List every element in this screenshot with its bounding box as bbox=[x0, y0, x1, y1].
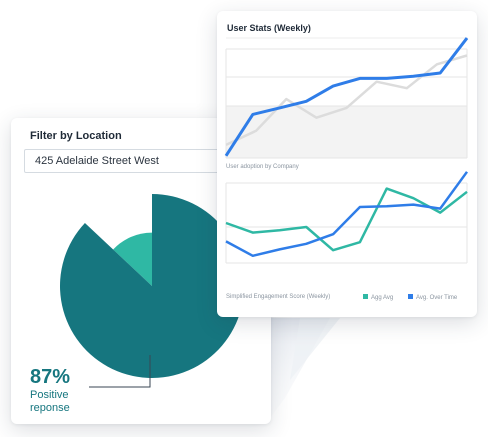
user-stats-card: User Stats (Weekly) User adoption by Com… bbox=[217, 11, 477, 317]
pie-chart bbox=[59, 194, 244, 388]
callout-line bbox=[89, 355, 151, 388]
positive-percentage: 87% bbox=[30, 366, 71, 388]
adoption-caption: User adoption by Company bbox=[226, 164, 299, 170]
legend-item-avg-over-time: Avg. Over Time bbox=[408, 294, 457, 301]
engagement-chart bbox=[225, 171, 469, 264]
engagement-caption: Simplified Engagement Score (Weekly) bbox=[226, 294, 331, 300]
legend-label-agg-avg: Agg Avg bbox=[371, 295, 394, 301]
pie-slice-minor bbox=[113, 232, 152, 286]
legend-label-avg-over-time: Avg. Over Time bbox=[416, 295, 458, 301]
engagement-series-line-2 bbox=[225, 171, 469, 258]
legend-swatch-agg-avg bbox=[363, 294, 368, 299]
legend-swatch-avg-over-time bbox=[408, 294, 413, 299]
adoption-chart bbox=[224, 37, 469, 159]
adoption-chart-band bbox=[226, 106, 467, 158]
legend-item-agg-avg: Agg Avg bbox=[363, 294, 393, 301]
stats-charts bbox=[224, 37, 469, 264]
filter-title: Filter by Location bbox=[30, 130, 122, 142]
adoption-series-line-1 bbox=[225, 54, 468, 147]
positive-label-line1: Positive bbox=[30, 389, 69, 401]
positive-label: Positive reponse bbox=[30, 389, 70, 415]
positive-label-line2: reponse bbox=[30, 402, 70, 414]
stats-title: User Stats (Weekly) bbox=[227, 23, 311, 33]
adoption-series-line-2 bbox=[224, 37, 469, 157]
pie-slice-major bbox=[59, 194, 244, 378]
